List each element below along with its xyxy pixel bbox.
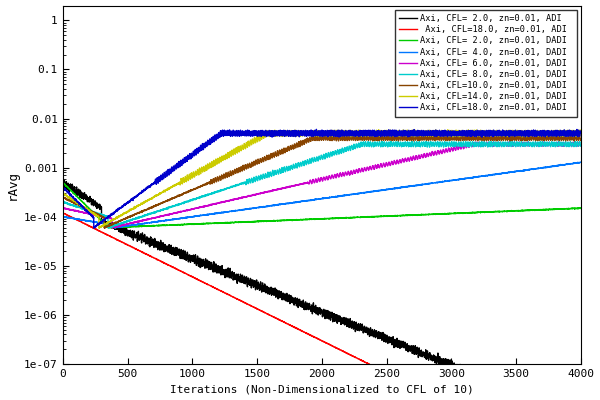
Axi, CFL= 4.0, zn=0.01, DADI [436,180,443,184]
 Axi, CFL=18.0, zn=0.01, ADI  [277,318,284,323]
Axi, CFL= 4.0, zn=0.01, DADI [112,226,119,230]
Axi, CFL= 8.0, zn=0.01, DADI [577,144,584,148]
Axi, CFL= 6.0, zn=0.01, DADI [540,140,547,144]
Axi, CFL= 4.0, zn=0.01, DADI [562,162,569,167]
X-axis label: Iterations (Non-Dimensionalized to CFL of 10): Iterations (Non-Dimensionalized to CFL o… [170,384,474,394]
Axi, CFL= 6.0, zn=0.01, DADI [281,186,289,190]
Axi, CFL= 2.0, zn=0.01, DADI [577,206,584,211]
Axi, CFL= 2.0, zn=0.01, DADI [59,180,67,185]
Axi, CFL=10.0, zn=0.01, DADI [101,226,109,230]
Axi, CFL=18.0, zn=0.01, DADI [59,184,67,189]
 Axi, CFL=18.0, zn=0.01, ADI  [305,332,313,337]
Line: Axi, CFL= 8.0, zn=0.01, DADI: Axi, CFL= 8.0, zn=0.01, DADI [63,141,581,228]
Axi, CFL=18.0, zn=0.01, DADI [562,133,569,138]
Axi, CFL=18.0, zn=0.01, DADI [91,226,98,230]
Axi, CFL=10.0, zn=0.01, DADI [437,133,444,138]
Axi, CFL= 6.0, zn=0.01, DADI [277,186,284,191]
Axi, CFL= 2.0, zn=0.01, DADI [107,226,115,230]
Axi, CFL= 8.0, zn=0.01, DADI [59,200,67,204]
Axi, CFL=18.0, zn=0.01, DADI [577,130,584,135]
Axi, CFL=10.0, zn=0.01, DADI [562,136,569,141]
Line: Axi, CFL=10.0, zn=0.01, DADI: Axi, CFL=10.0, zn=0.01, DADI [63,135,581,228]
Axi, CFL=18.0, zn=0.01, DADI [305,128,313,133]
 Axi, CFL=18.0, zn=0.01, ADI  [436,396,443,400]
Axi, CFL= 4.0, zn=0.01, DADI [577,160,584,165]
Axi, CFL= 2.0, zn=0.01, DADI [536,208,543,212]
Axi, CFL=18.0, zn=0.01, DADI [436,128,443,133]
Axi, CFL= 6.0, zn=0.01, DADI [436,152,443,156]
Axi, CFL=14.0, zn=0.01, DADI [281,130,289,134]
Axi, CFL= 6.0, zn=0.01, DADI [577,142,584,147]
Axi, CFL=18.0, zn=0.01, DADI [313,127,320,132]
Axi, CFL=10.0, zn=0.01, DADI [281,149,289,154]
Axi, CFL= 4.0, zn=0.01, DADI [536,166,543,171]
Axi, CFL= 4.0, zn=0.01, DADI [577,160,584,165]
 Axi, CFL=18.0, zn=0.01, ADI  [59,210,67,215]
Axi, CFL=10.0, zn=0.01, DADI [436,137,443,142]
Axi, CFL= 8.0, zn=0.01, DADI [436,142,443,147]
Axi, CFL=18.0, zn=0.01, DADI [536,132,543,137]
 Axi, CFL=18.0, zn=0.01, ADI  [281,320,289,325]
Axi, CFL= 4.0, zn=0.01, DADI [277,202,284,207]
Axi, CFL= 4.0, zn=0.01, DADI [281,202,289,206]
Axi, CFL=14.0, zn=0.01, DADI [277,130,284,134]
Axi, CFL=18.0, zn=0.01, DADI [277,131,284,136]
Axi, CFL=14.0, zn=0.01, DADI [444,127,451,132]
Axi, CFL= 6.0, zn=0.01, DADI [536,143,543,148]
Axi, CFL=10.0, zn=0.01, DADI [277,152,284,157]
Axi, CFL=14.0, zn=0.01, DADI [562,131,569,136]
Axi, CFL= 2.0, zn=0.01, ADI  [536,396,543,400]
Axi, CFL= 2.0, zn=0.01, ADI  [305,304,313,308]
Axi, CFL= 6.0, zn=0.01, DADI [109,226,116,230]
Axi, CFL= 8.0, zn=0.01, DADI [281,167,289,172]
Axi, CFL= 4.0, zn=0.01, DADI [305,198,313,203]
Line:  Axi, CFL=18.0, zn=0.01, ADI : Axi, CFL=18.0, zn=0.01, ADI [63,213,581,400]
Axi, CFL= 2.0, zn=0.01, ADI  [61,178,68,183]
Axi, CFL= 2.0, zn=0.01, ADI  [281,292,289,296]
Axi, CFL= 6.0, zn=0.01, DADI [562,140,569,145]
Axi, CFL= 8.0, zn=0.01, DADI [277,171,284,176]
Axi, CFL= 8.0, zn=0.01, DADI [506,139,514,144]
Axi, CFL=10.0, zn=0.01, DADI [577,137,584,142]
Axi, CFL=14.0, zn=0.01, DADI [305,130,313,134]
Axi, CFL= 4.0, zn=0.01, DADI [59,214,67,219]
Axi, CFL= 2.0, zn=0.01, DADI [562,206,569,211]
Axi, CFL=18.0, zn=0.01, DADI [281,133,289,138]
Legend: Axi, CFL= 2.0, zn=0.01, ADI ,  Axi, CFL=18.0, zn=0.01, ADI , Axi, CFL= 2.0, zn=0: Axi, CFL= 2.0, zn=0.01, ADI , Axi, CFL=1… [395,10,577,117]
Axi, CFL=14.0, zn=0.01, DADI [577,133,584,138]
Axi, CFL= 6.0, zn=0.01, DADI [305,182,313,186]
Axi, CFL= 8.0, zn=0.01, DADI [105,226,112,230]
Axi, CFL=10.0, zn=0.01, DADI [59,195,67,200]
 Axi, CFL=18.0, zn=0.01, ADI  [59,210,67,215]
Axi, CFL=14.0, zn=0.01, DADI [536,129,543,134]
Axi, CFL=14.0, zn=0.01, DADI [96,226,103,231]
Axi, CFL=14.0, zn=0.01, DADI [59,190,67,195]
Line: Axi, CFL= 6.0, zn=0.01, DADI: Axi, CFL= 6.0, zn=0.01, DADI [63,142,581,228]
Line: Axi, CFL=14.0, zn=0.01, DADI: Axi, CFL=14.0, zn=0.01, DADI [63,130,581,228]
Axi, CFL= 2.0, zn=0.01, ADI  [59,180,67,185]
Axi, CFL= 2.0, zn=0.01, DADI [305,217,313,222]
Axi, CFL=10.0, zn=0.01, DADI [536,136,543,141]
Axi, CFL=14.0, zn=0.01, DADI [436,130,443,135]
Y-axis label: rAvg: rAvg [5,170,19,200]
Axi, CFL=10.0, zn=0.01, DADI [305,137,313,142]
Axi, CFL= 8.0, zn=0.01, DADI [305,160,313,164]
Axi, CFL= 2.0, zn=0.01, ADI  [436,358,443,362]
Axi, CFL= 8.0, zn=0.01, DADI [536,142,543,147]
Line: Axi, CFL= 4.0, zn=0.01, DADI: Axi, CFL= 4.0, zn=0.01, DADI [63,162,581,228]
Line: Axi, CFL= 2.0, zn=0.01, ADI : Axi, CFL= 2.0, zn=0.01, ADI [63,180,581,400]
Line: Axi, CFL=18.0, zn=0.01, DADI: Axi, CFL=18.0, zn=0.01, DADI [63,129,581,228]
Axi, CFL= 2.0, zn=0.01, DADI [281,218,289,223]
Axi, CFL= 2.0, zn=0.01, ADI  [277,292,284,296]
Axi, CFL= 2.0, zn=0.01, DADI [277,218,284,223]
Line: Axi, CFL= 2.0, zn=0.01, DADI: Axi, CFL= 2.0, zn=0.01, DADI [63,182,581,228]
Axi, CFL= 2.0, zn=0.01, DADI [436,212,443,216]
Axi, CFL= 8.0, zn=0.01, DADI [562,141,569,146]
Axi, CFL= 6.0, zn=0.01, DADI [59,206,67,210]
